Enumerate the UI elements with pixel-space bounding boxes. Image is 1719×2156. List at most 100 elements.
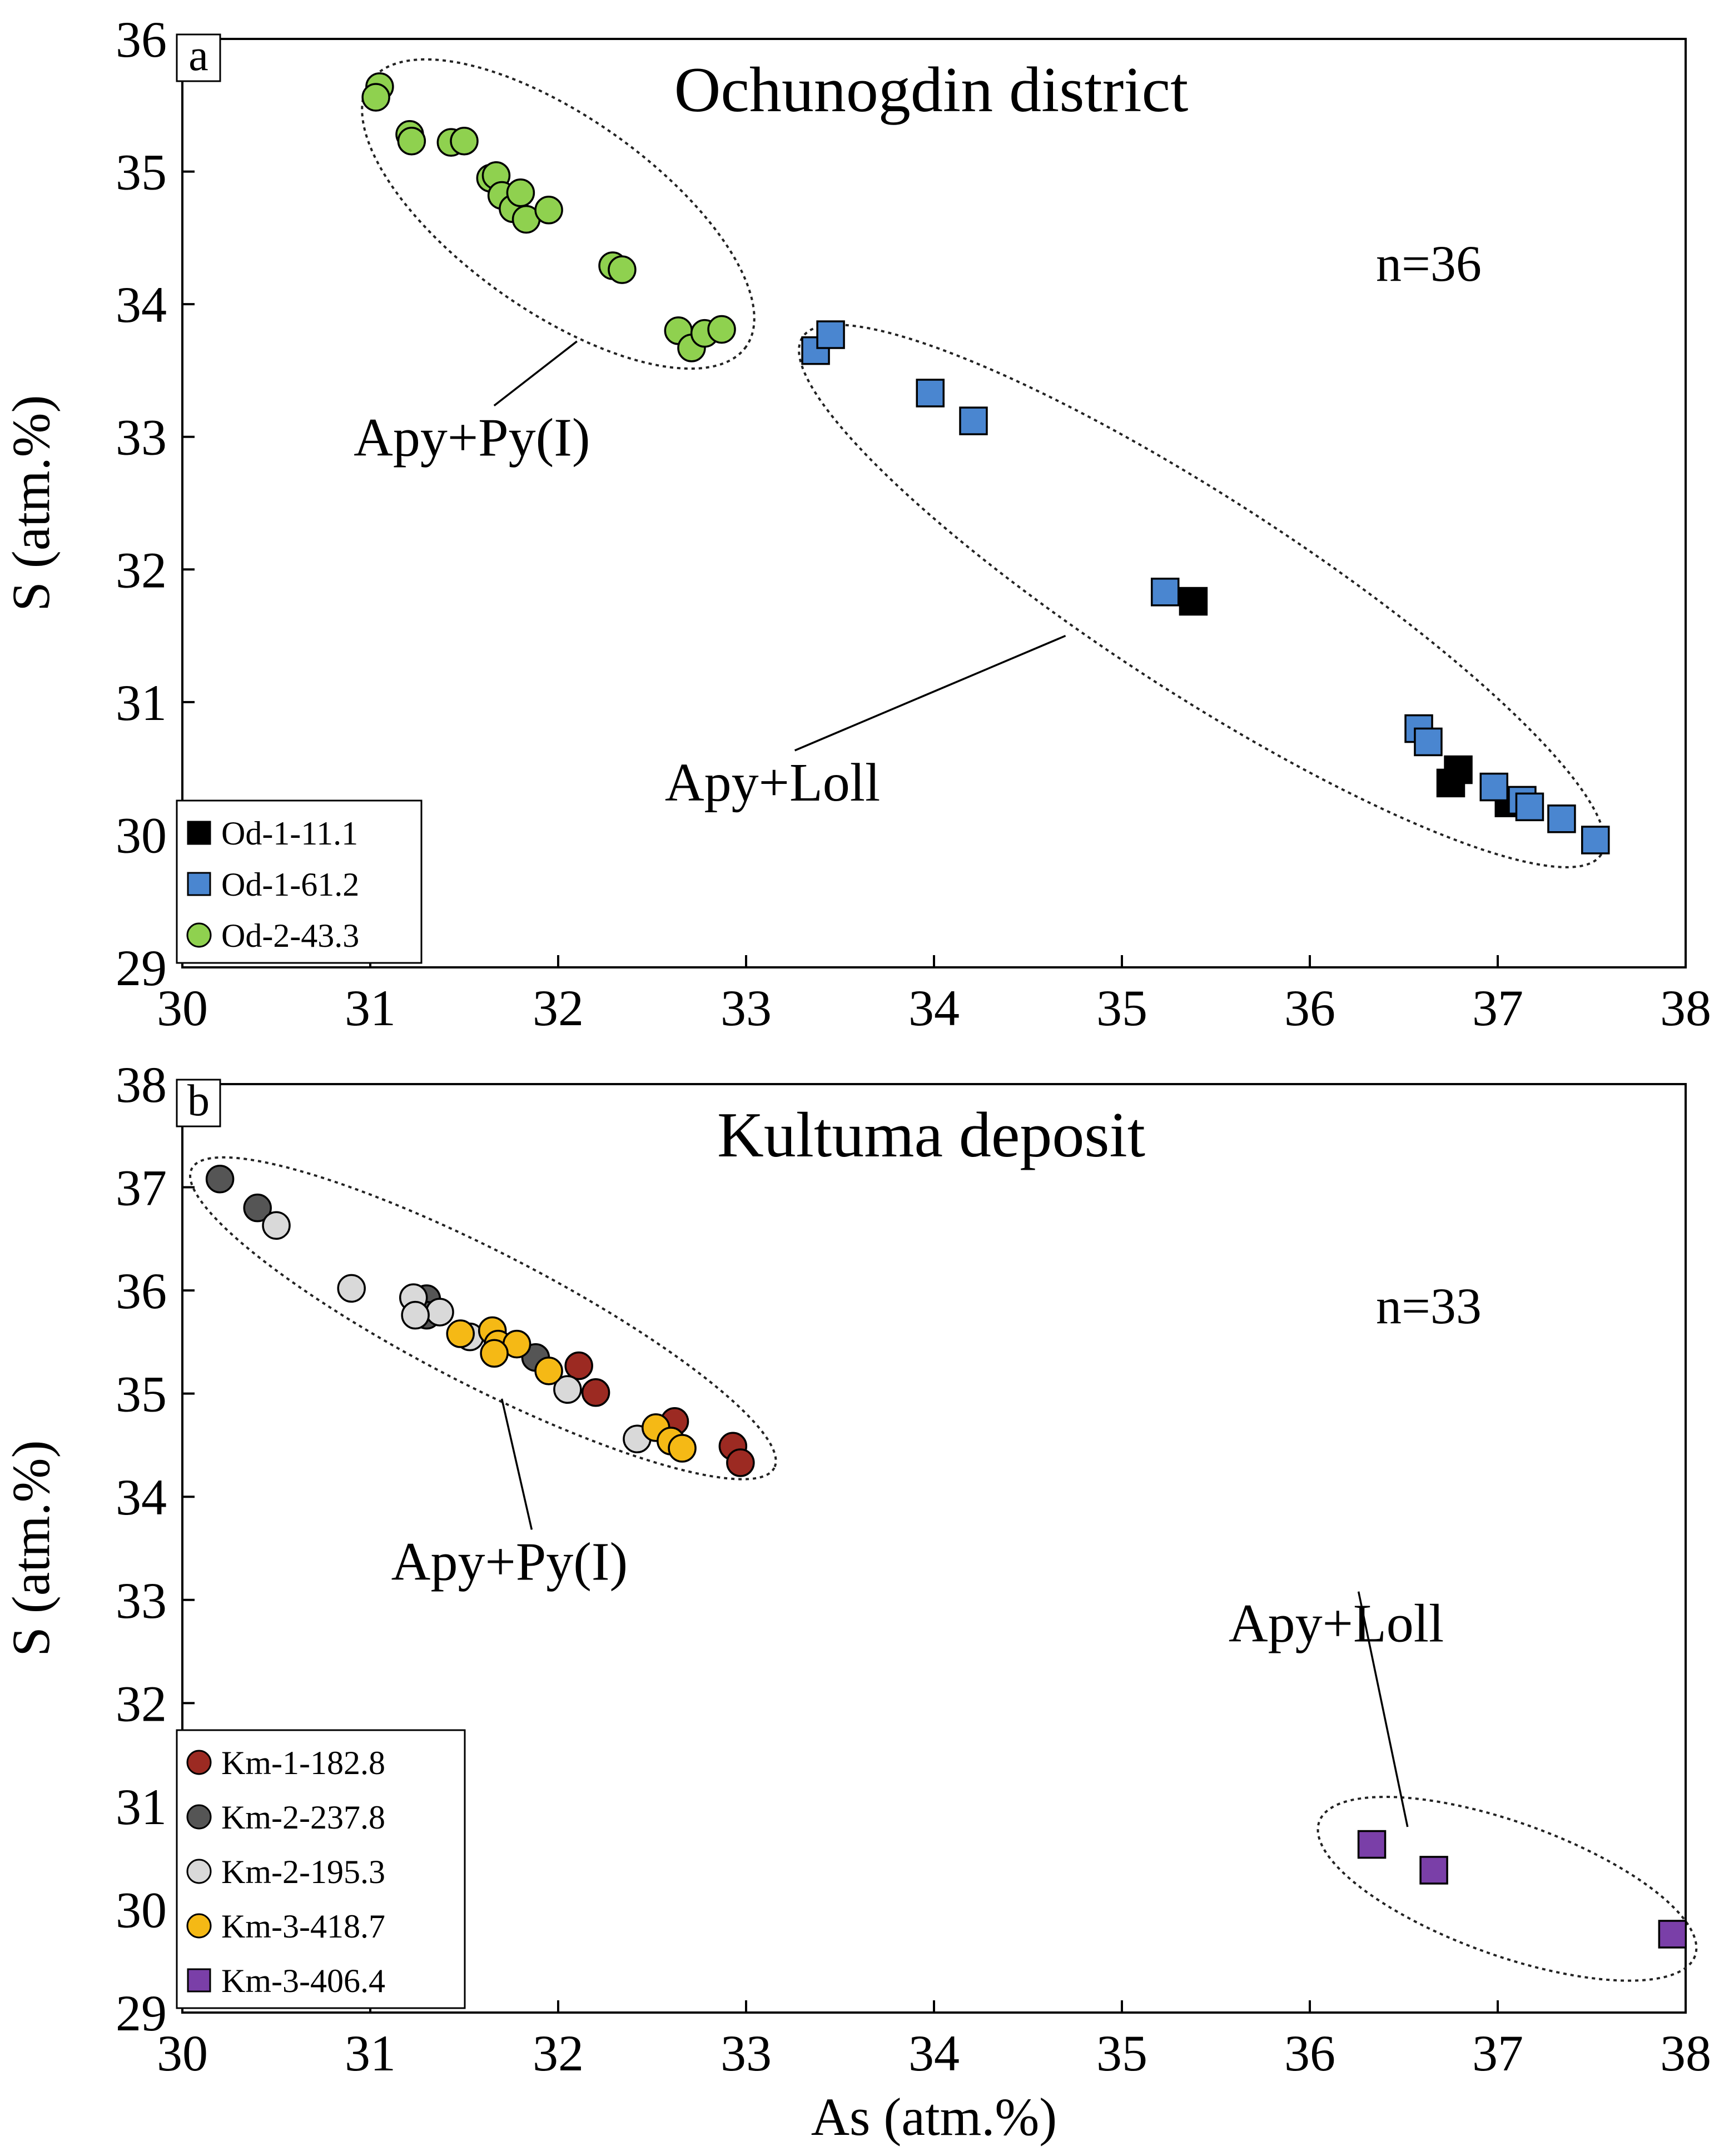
data-point-square <box>959 406 988 435</box>
data-point-square <box>1414 727 1443 757</box>
y-axis-label: S (atm.%) <box>1 1440 61 1656</box>
y-tick-label: 31 <box>116 674 167 731</box>
data-point-circle <box>262 1211 291 1240</box>
data-point-square <box>816 320 845 349</box>
x-tick-label: 38 <box>1660 980 1711 1036</box>
y-tick-label: 29 <box>116 1985 167 2041</box>
y-tick-label: 32 <box>116 542 167 598</box>
y-tick-label: 35 <box>116 144 167 201</box>
x-tick-label: 34 <box>908 2025 960 2082</box>
annotation-label: Apy+Py(I) <box>391 1532 628 1592</box>
y-tick-label: 36 <box>116 1263 167 1319</box>
legend-box <box>176 1729 466 2009</box>
annotation-leader-line <box>500 1398 533 1530</box>
x-axis-label: As (atm.%) <box>811 2087 1057 2147</box>
data-point-square <box>1419 1856 1448 1885</box>
data-point-circle <box>534 196 563 225</box>
data-point-circle <box>450 126 479 156</box>
data-point-square <box>916 379 945 408</box>
legend-entry-label: Km-2-195.3 <box>221 1854 385 1890</box>
y-tick-label: 33 <box>116 409 167 466</box>
legend-entry-label: Km-3-406.4 <box>221 1963 385 1999</box>
x-tick-label: 35 <box>1096 980 1147 1036</box>
y-tick-label: 30 <box>116 807 167 863</box>
y-tick-label: 32 <box>116 1675 167 1732</box>
y-tick-label: 36 <box>116 11 167 68</box>
data-point-circle <box>553 1375 582 1404</box>
x-tick-label: 32 <box>533 2025 584 2082</box>
annotation-label: Apy+Loll <box>665 753 880 813</box>
data-point-square <box>1436 768 1465 798</box>
data-point-square <box>1179 587 1208 616</box>
data-point-square <box>1515 792 1544 822</box>
annotation-label: Apy+Loll <box>1229 1594 1444 1654</box>
legend-entry-label: Od-2-43.3 <box>221 917 359 954</box>
legend-entry-label: Od-1-61.2 <box>221 866 359 903</box>
data-point-square <box>1150 578 1180 607</box>
x-tick-label: 30 <box>157 2025 208 2082</box>
data-point-circle <box>397 126 426 156</box>
sample-count-label: n=36 <box>1376 235 1482 292</box>
data-point-circle <box>668 1434 697 1463</box>
legend-box <box>176 799 423 964</box>
sample-count-label: n=33 <box>1376 1278 1482 1334</box>
x-tick-label: 37 <box>1472 980 1523 1036</box>
y-tick-label: 30 <box>116 1881 167 1938</box>
legend-entry-label: Km-2-237.8 <box>221 1799 385 1836</box>
y-tick-label: 34 <box>116 1469 167 1526</box>
data-point-circle <box>506 178 535 207</box>
data-point-circle <box>534 1357 563 1385</box>
data-point-circle <box>361 83 390 112</box>
legend-marker-circle <box>186 922 212 948</box>
x-tick-label: 33 <box>721 980 772 1036</box>
x-tick-label: 36 <box>1284 2025 1335 2082</box>
data-point-square <box>1581 826 1610 855</box>
panel-tag: a <box>188 31 208 80</box>
data-point-square <box>1658 1920 1687 1949</box>
x-tick-label: 36 <box>1284 980 1335 1036</box>
x-tick-label: 30 <box>157 980 208 1036</box>
x-tick-label: 31 <box>345 2025 396 2082</box>
data-point-circle <box>608 255 637 284</box>
y-tick-label: 35 <box>116 1366 167 1423</box>
annotation-label: Apy+Py(I) <box>354 408 590 468</box>
legend-entry-label: Km-3-418.7 <box>221 1908 385 1945</box>
group-ellipse <box>189 1156 777 1481</box>
y-tick-label: 37 <box>116 1160 167 1216</box>
legend-marker-circle <box>186 1913 212 1939</box>
data-point-circle <box>205 1164 235 1194</box>
group-ellipse <box>798 324 1606 868</box>
legend-entry-label: Od-1-11.1 <box>221 815 358 852</box>
legend-marker-circle <box>186 1750 212 1775</box>
y-tick-label: 29 <box>116 940 167 996</box>
panel-tag-box <box>176 1079 221 1127</box>
data-point-circle <box>564 1351 593 1380</box>
x-tick-label: 38 <box>1660 2025 1711 2082</box>
panel-tag: b <box>187 1076 210 1125</box>
y-axis-label: S (atm.%) <box>1 395 61 611</box>
data-point-circle <box>480 1339 509 1368</box>
y-tick-label: 34 <box>116 276 167 333</box>
panel-b-chart: 30 31 32 33 34 35 36 37 3829303132333435363738S … <box>1 1056 1711 2147</box>
x-tick-label: 34 <box>908 980 960 1036</box>
x-tick-label: 33 <box>721 2025 772 2082</box>
legend-marker-square <box>187 1968 211 1993</box>
group-ellipse <box>1316 1796 1698 1982</box>
legend-marker-square <box>187 872 211 896</box>
data-point-circle <box>401 1300 430 1330</box>
x-tick-label: 37 <box>1472 2025 1523 2082</box>
x-tick-label: 31 <box>345 980 396 1036</box>
legend-marker-circle <box>186 1804 212 1830</box>
data-point-circle <box>581 1378 610 1407</box>
data-point-circle <box>726 1448 755 1477</box>
annotation-leader-line <box>1357 1591 1409 1827</box>
chart-title: Ochunogdin district <box>674 54 1189 126</box>
x-tick-label: 35 <box>1096 2025 1147 2082</box>
data-point-circle <box>337 1274 366 1303</box>
legend-entry-label: Km-1-182.8 <box>221 1745 385 1781</box>
panel-tag-box <box>176 33 221 82</box>
annotation-leader-line <box>794 634 1066 752</box>
y-tick-label: 33 <box>116 1572 167 1629</box>
